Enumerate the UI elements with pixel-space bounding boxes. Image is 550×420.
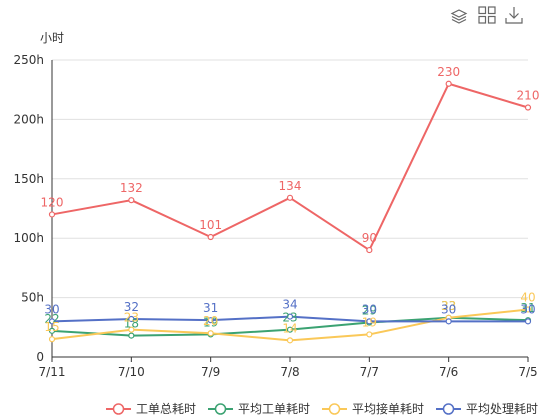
data-label: 31 bbox=[520, 301, 535, 315]
legend-label: 平均工单耗时 bbox=[238, 402, 310, 416]
series-line bbox=[51, 82, 529, 252]
y-tick-label: 250h bbox=[13, 53, 44, 67]
data-label: 101 bbox=[199, 218, 222, 232]
legend-item[interactable]: 平均处理耗时 bbox=[436, 402, 538, 416]
data-label: 32 bbox=[124, 300, 139, 314]
data-point[interactable] bbox=[128, 332, 135, 339]
data-point[interactable] bbox=[48, 318, 56, 325]
y-tick-label: 100h bbox=[13, 231, 44, 245]
data-point[interactable] bbox=[445, 80, 452, 87]
legend-marker bbox=[214, 403, 227, 415]
data-point[interactable] bbox=[48, 327, 56, 334]
x-tick-label: 7/5 bbox=[518, 365, 537, 379]
data-label: 14 bbox=[282, 321, 297, 335]
data-label: 23 bbox=[124, 311, 139, 325]
data-label: 29 bbox=[362, 304, 377, 318]
legend-marker bbox=[442, 403, 455, 415]
data-label: 19 bbox=[203, 315, 218, 329]
data-label: 132 bbox=[120, 181, 143, 195]
data-label: 30 bbox=[362, 302, 377, 316]
data-label: 23 bbox=[282, 311, 297, 325]
data-point[interactable] bbox=[524, 318, 532, 325]
data-view-icon[interactable] bbox=[478, 6, 496, 24]
x-tick-label: 7/6 bbox=[439, 365, 458, 379]
data-point[interactable] bbox=[445, 318, 452, 325]
data-label: 230 bbox=[437, 65, 460, 79]
data-labels: 120 132 101 134 90 230 210 22 18 19 23 29 33 31 15 23 20… bbox=[41, 65, 540, 336]
data-point[interactable] bbox=[286, 194, 294, 201]
data-point[interactable] bbox=[128, 197, 135, 204]
data-label: 31 bbox=[203, 301, 218, 315]
data-label: 22 bbox=[44, 312, 59, 326]
data-point[interactable] bbox=[366, 318, 373, 325]
download-icon[interactable] bbox=[505, 7, 523, 24]
data-label: 40 bbox=[520, 290, 535, 304]
data-point[interactable] bbox=[128, 326, 135, 333]
data-label: 210 bbox=[517, 89, 540, 103]
legend-label: 工单总耗时 bbox=[136, 402, 196, 416]
data-point[interactable] bbox=[286, 337, 294, 344]
data-label: 30 bbox=[44, 302, 59, 316]
x-tick-label: 7/8 bbox=[280, 365, 299, 379]
series-group bbox=[48, 80, 532, 344]
data-label: 15 bbox=[44, 320, 59, 334]
axes: 0 50h 100h 150h 200h 250h 7/11 7/10 7/9 7/8 7/7 7/6… bbox=[13, 53, 537, 379]
y-tick-label: 150h bbox=[13, 172, 44, 186]
layers-icon[interactable] bbox=[450, 8, 468, 24]
data-label: 19 bbox=[362, 315, 377, 329]
data-point[interactable] bbox=[366, 246, 373, 254]
data-label: 90 bbox=[362, 231, 377, 245]
y-tick-label: 0 bbox=[36, 350, 44, 364]
legend: 工单总耗时 平均工单耗时 平均接单耗时 平均处理耗时 bbox=[106, 401, 538, 416]
data-point[interactable] bbox=[207, 233, 214, 241]
data-label: 20 bbox=[203, 314, 218, 328]
data-label: 120 bbox=[41, 195, 64, 209]
legend-item[interactable]: 平均工单耗时 bbox=[208, 402, 310, 416]
legend-marker bbox=[328, 403, 341, 415]
legend-item[interactable]: 平均接单耗时 bbox=[322, 401, 424, 416]
data-point[interactable] bbox=[207, 330, 214, 337]
data-label: 33 bbox=[441, 299, 456, 313]
x-tick-label: 7/10 bbox=[118, 365, 145, 379]
legend-label: 平均接单耗时 bbox=[352, 401, 424, 416]
y-tick-label: 50h bbox=[21, 291, 44, 305]
data-point[interactable] bbox=[524, 104, 532, 111]
legend-marker bbox=[112, 403, 125, 415]
data-point[interactable] bbox=[286, 326, 294, 333]
x-tick-label: 7/9 bbox=[201, 365, 220, 379]
data-point[interactable] bbox=[524, 306, 532, 313]
data-label: 30 bbox=[520, 302, 535, 316]
data-label: 33 bbox=[441, 299, 456, 313]
y-tick-label: 200h bbox=[13, 112, 44, 126]
data-point[interactable] bbox=[128, 315, 135, 323]
y-axis-unit-label: 小时 bbox=[40, 31, 64, 45]
data-point[interactable] bbox=[48, 336, 56, 343]
grid-lines bbox=[52, 59, 528, 299]
data-label: 34 bbox=[282, 298, 297, 312]
legend-item[interactable]: 工单总耗时 bbox=[106, 402, 196, 416]
data-label: 18 bbox=[124, 317, 139, 331]
data-point[interactable] bbox=[366, 331, 373, 338]
x-tick-label: 7/11 bbox=[39, 365, 66, 379]
x-tick-label: 7/7 bbox=[360, 365, 379, 379]
data-label: 30 bbox=[441, 302, 456, 316]
data-label: 134 bbox=[279, 179, 302, 193]
data-point[interactable] bbox=[207, 317, 214, 324]
legend-label: 平均处理耗时 bbox=[466, 402, 538, 416]
data-point[interactable] bbox=[286, 313, 294, 320]
data-point[interactable] bbox=[48, 211, 56, 218]
